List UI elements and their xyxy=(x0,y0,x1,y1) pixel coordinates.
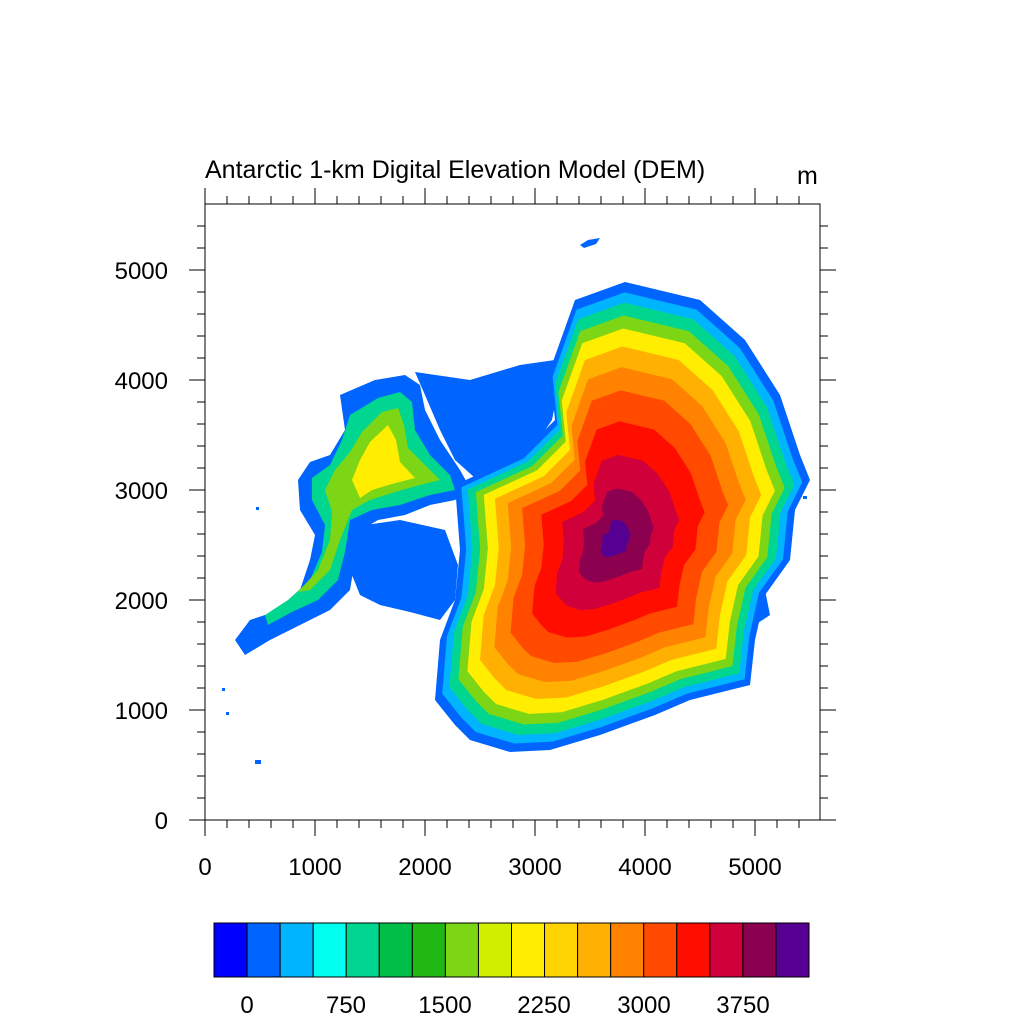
colorbar-cell xyxy=(544,922,579,978)
west-antarctica-core xyxy=(352,425,415,498)
map-title: Antarctic 1-km Digital Elevation Model (… xyxy=(205,156,705,184)
x-tick-label: 0 xyxy=(198,854,211,881)
colorbar-label: 1500 xyxy=(418,992,471,1019)
x-tick-label: 2000 xyxy=(398,854,451,881)
colorbar-cell xyxy=(279,922,314,978)
island-5 xyxy=(226,712,229,715)
y-tick-label: 2000 xyxy=(115,588,168,615)
island-3 xyxy=(255,760,261,764)
antarctica-map xyxy=(222,238,810,764)
colorbar-label: 2250 xyxy=(517,992,570,1019)
colorbar-cell xyxy=(312,922,347,978)
elevation-band xyxy=(600,519,631,557)
colorbar: 0 750 1500 2250 3000 3750 xyxy=(213,922,810,1019)
colorbar-label: 3000 xyxy=(617,992,670,1019)
island-1 xyxy=(580,238,600,248)
x-tick-label: 5000 xyxy=(728,854,781,881)
colorbar-cell xyxy=(643,922,678,978)
island-2 xyxy=(256,507,259,510)
x-tick-label: 4000 xyxy=(618,854,671,881)
x-tick-label: 1000 xyxy=(288,854,341,881)
colorbar-cell xyxy=(444,922,479,978)
colorbar-cell xyxy=(577,922,612,978)
colorbar-cell xyxy=(709,922,744,978)
colorbar-label: 750 xyxy=(326,992,366,1019)
y-axis: 0 1000 2000 3000 4000 5000 xyxy=(115,258,836,835)
x-tick-label: 3000 xyxy=(508,854,561,881)
colorbar-cell xyxy=(213,922,248,978)
colorbar-cell xyxy=(477,922,513,978)
colorbar-cell xyxy=(511,922,546,978)
minor-ticks xyxy=(197,196,828,828)
y-tick-label: 3000 xyxy=(115,478,168,505)
y-tick-label: 5000 xyxy=(115,258,168,285)
island-6 xyxy=(803,496,807,499)
west-antarctica-inner xyxy=(298,408,440,592)
east-antarctica-contours xyxy=(435,282,810,752)
y-tick-label: 4000 xyxy=(115,368,168,395)
weddell-ronne-shelf xyxy=(345,520,458,620)
colorbar-cell xyxy=(742,922,777,978)
colorbar-cell xyxy=(246,922,281,978)
colorbar-label: 0 xyxy=(240,992,253,1019)
colorbar-cell xyxy=(676,922,711,978)
y-tick-label: 0 xyxy=(155,808,168,835)
ross-ice-shelf xyxy=(415,360,560,478)
y-tick-label: 1000 xyxy=(115,698,168,725)
colorbar-label: 3750 xyxy=(716,992,769,1019)
colorbar-cell xyxy=(411,922,446,978)
colorbar-cell xyxy=(610,922,645,978)
units-label: m xyxy=(797,162,818,190)
colorbar-cell xyxy=(775,922,810,978)
colorbar-cell xyxy=(345,922,380,978)
colorbar-cell xyxy=(378,922,413,978)
x-axis: 0 1000 2000 3000 4000 5000 xyxy=(198,188,782,881)
island-4 xyxy=(222,688,225,691)
